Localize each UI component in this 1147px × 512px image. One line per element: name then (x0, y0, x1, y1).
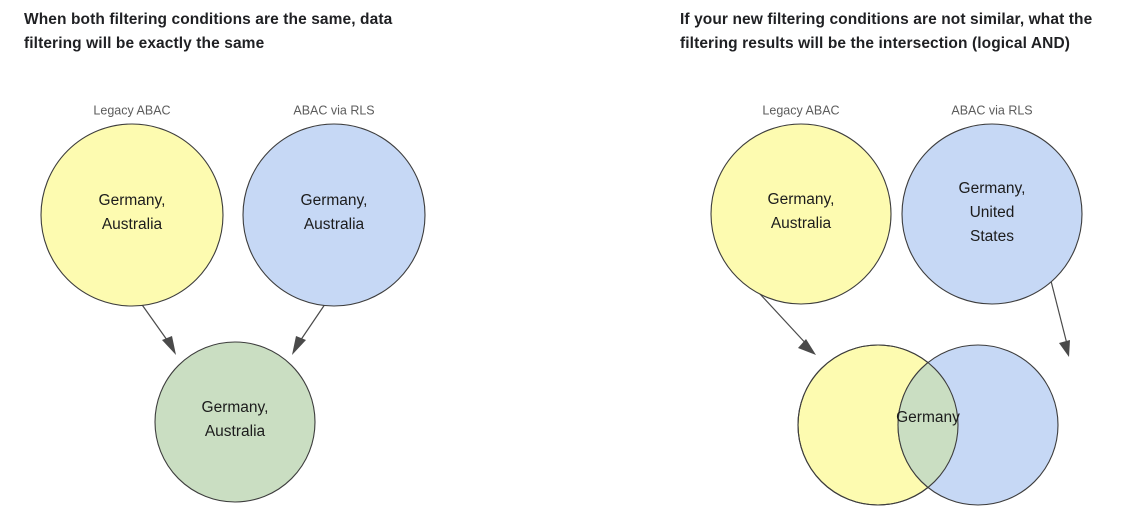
abac-via-rls-value-line-1: Germany, (959, 180, 1026, 197)
result-identical-value-line-2: Australia (205, 423, 266, 440)
venn-left-outline (797, 344, 959, 506)
source-circle-abac-via-rls[interactable]: ABAC via RLS Germany, Australia (242, 103, 426, 307)
caption-abac-via-rls: ABAC via RLS (951, 103, 1032, 117)
legacy-abac-shape (40, 123, 224, 307)
result-identical-shape (154, 341, 316, 503)
caption-legacy-abac: Legacy ABAC (762, 103, 839, 117)
caption-legacy-abac: Legacy ABAC (93, 103, 170, 117)
source-circle-abac-via-rls[interactable]: ABAC via RLS Germany, United States (901, 103, 1083, 305)
abac-via-rls-value-line-3: States (970, 228, 1014, 245)
abac-via-rls-shape (901, 123, 1083, 305)
source-circle-legacy-abac[interactable]: Legacy ABAC Germany, Australia (40, 103, 224, 307)
panel-title-same-conditions: When both filtering conditions are the s… (24, 11, 393, 52)
result-circle-identical[interactable]: Germany, Australia (154, 341, 316, 503)
diagram-different-conditions: Legacy ABAC Germany, Australia ABAC via … (670, 0, 1147, 512)
legacy-abac-value-line-1: Germany, (99, 192, 166, 209)
result-venn-intersection[interactable]: Germany (797, 344, 1059, 506)
panel-title-different-conditions: If your new filtering conditions are not… (680, 11, 1093, 52)
venn-intersection-shape (897, 345, 958, 505)
caption-abac-via-rls: ABAC via RLS (293, 103, 374, 117)
legacy-abac-value-line-2: Australia (771, 215, 832, 232)
abac-via-rls-shape (242, 123, 426, 307)
result-identical-value-line-1: Germany, (202, 399, 269, 416)
panel-different-conditions: If your new filtering conditions are not… (670, 0, 1147, 512)
legacy-abac-shape (710, 123, 892, 305)
abac-via-rls-value-line-2: United (970, 204, 1015, 221)
legacy-abac-value-line-1: Germany, (768, 191, 835, 208)
source-circle-legacy-abac[interactable]: Legacy ABAC Germany, Australia (710, 103, 892, 305)
abac-via-rls-value-line-1: Germany, (301, 192, 368, 209)
panel-same-conditions: When both filtering conditions are the s… (24, 11, 426, 503)
abac-via-rls-value-line-2: Australia (304, 216, 365, 233)
diagram-same-conditions: Legacy ABAC Germany, Australia ABAC via … (40, 103, 426, 503)
legacy-abac-value-line-2: Australia (102, 216, 163, 233)
venn-intersection-label: Germany (896, 409, 960, 426)
arrow-rls-to-venn (1050, 280, 1070, 357)
